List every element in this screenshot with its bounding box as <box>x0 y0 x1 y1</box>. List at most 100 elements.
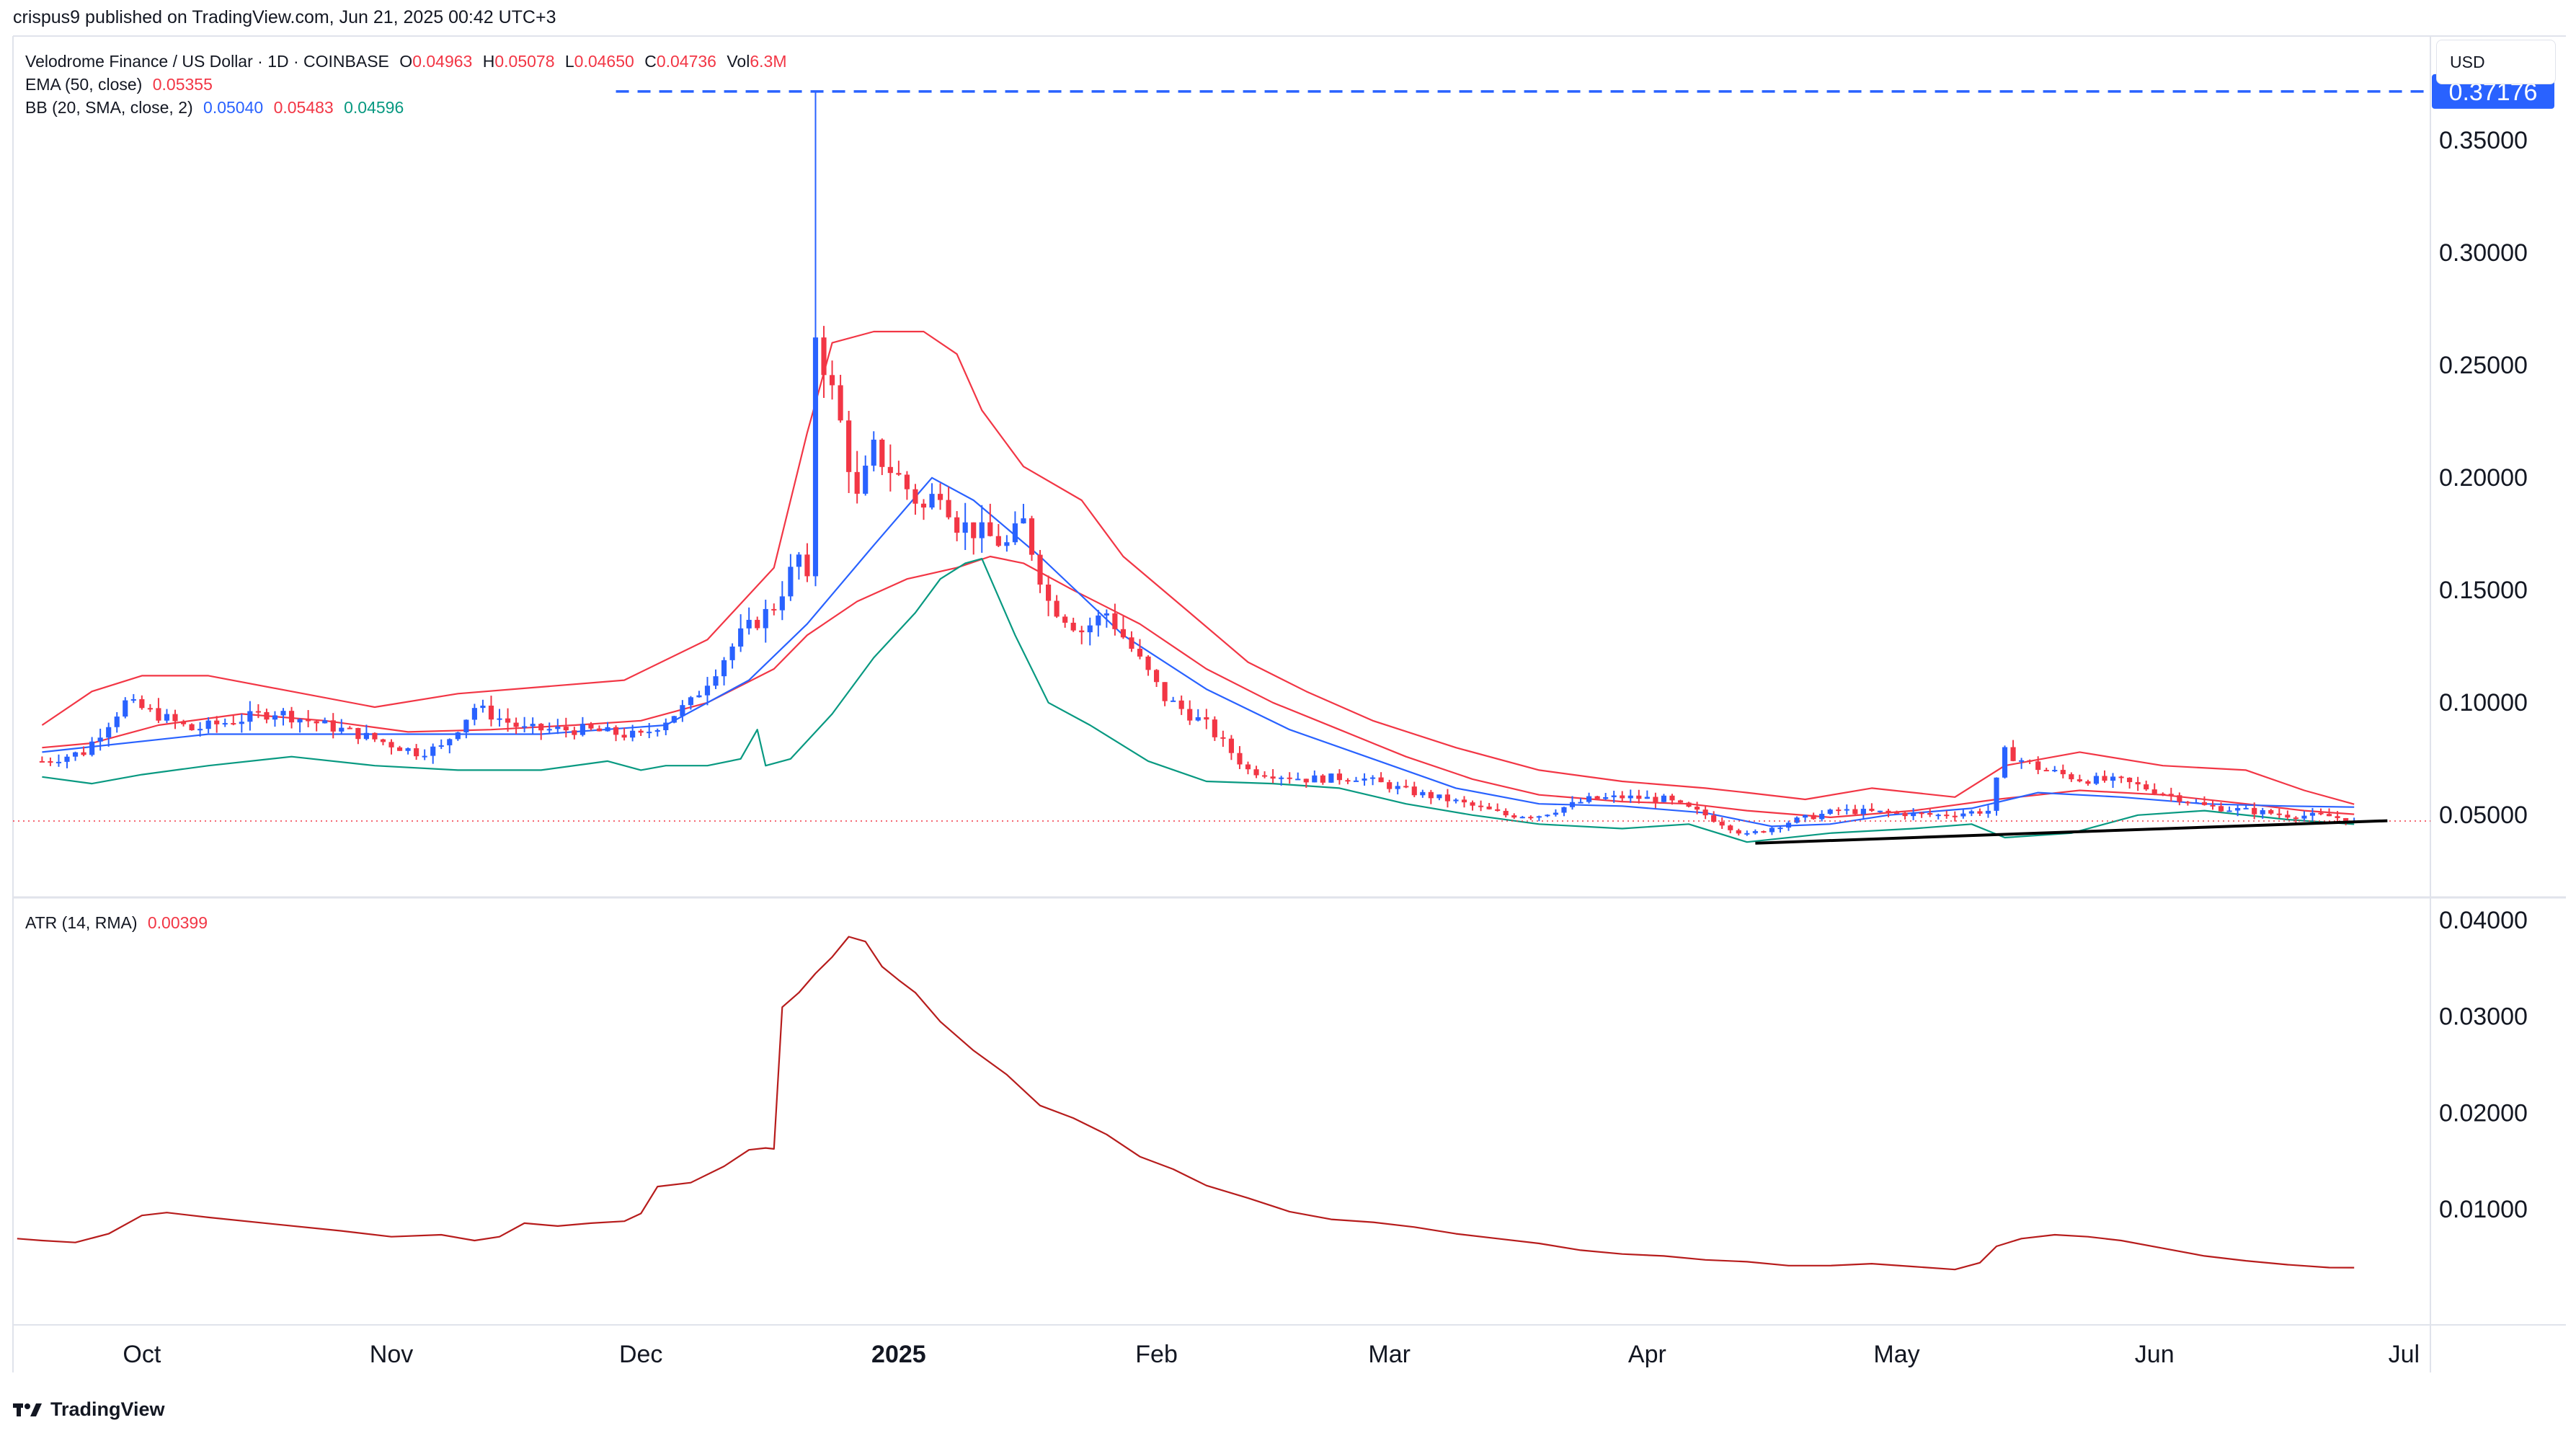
candle-body <box>2335 816 2340 818</box>
candle-body <box>72 752 79 757</box>
currency-button[interactable]: USD <box>2436 40 2556 84</box>
bb-legend[interactable]: BB (20, SMA, close, 2) 0.05040 0.05483 0… <box>25 98 404 117</box>
candle-body <box>763 608 768 629</box>
atr-tick-label: 0.04000 <box>2439 907 2528 934</box>
candle-body <box>1287 777 1292 779</box>
candle-body <box>605 727 610 732</box>
candle-body <box>1345 780 1351 782</box>
candle-body <box>1711 815 1717 822</box>
candle-body <box>2293 817 2299 820</box>
candle-body <box>1860 808 1866 815</box>
candle-body <box>2077 779 2082 781</box>
candle-body <box>555 727 561 729</box>
candle-body <box>1328 773 1334 783</box>
time-tick-label: Jun <box>2135 1341 2175 1368</box>
candle-body <box>2193 802 2199 804</box>
candle-body <box>1153 670 1160 683</box>
time-tick-label: Feb <box>1135 1341 1178 1368</box>
candle-body <box>1769 828 1775 833</box>
candle-body <box>64 756 70 762</box>
candle-body <box>1594 796 1600 799</box>
candle-body <box>1270 776 1276 779</box>
candle-body <box>929 494 935 508</box>
candle-body <box>1362 778 1367 781</box>
bb-upper-line <box>41 330 2355 805</box>
bb-label: BB (20, SMA, close, 2) <box>25 98 193 117</box>
candle-body <box>1744 833 1750 835</box>
ema-legend[interactable]: EMA (50, close) 0.05355 <box>25 75 213 94</box>
candle-body <box>1253 769 1259 776</box>
candle-body <box>1661 795 1667 802</box>
candle-body <box>1503 810 1509 816</box>
volume-value: 6.3M <box>750 52 787 71</box>
candle-body <box>1120 629 1126 638</box>
price-tick-label: 0.05000 <box>2439 802 2528 829</box>
candle-body <box>89 741 95 755</box>
candle-body <box>1045 584 1052 601</box>
high-label: H <box>482 52 495 71</box>
candle-body <box>197 729 203 731</box>
candle-body <box>2210 804 2216 807</box>
atr-tick-label: 0.03000 <box>2439 1003 2528 1031</box>
candle-body <box>2252 807 2257 815</box>
candle-body <box>729 646 735 660</box>
bb-lower-value: 0.04596 <box>344 98 404 117</box>
time-tick-label: Dec <box>619 1341 662 1368</box>
atr-legend[interactable]: ATR (14, RMA) 0.00399 <box>25 913 208 933</box>
time-tick-label: 2025 <box>871 1341 926 1368</box>
candle-body <box>272 715 278 720</box>
candle-body <box>1303 778 1309 783</box>
candle-body <box>2035 761 2041 771</box>
candle-body <box>812 337 819 577</box>
candle-body <box>530 724 536 727</box>
candle-body <box>1794 817 1800 823</box>
candle-body <box>2002 747 2008 778</box>
candle-body <box>1411 786 1417 796</box>
candle-body <box>1145 656 1151 670</box>
candle-body <box>1245 764 1251 770</box>
candle-body <box>1627 795 1633 799</box>
candle-body <box>1911 812 1917 817</box>
symbol-legend[interactable]: Velodrome Finance / US Dollar · 1D · COI… <box>25 52 786 71</box>
candle-body <box>2201 802 2208 805</box>
candle-body <box>1677 800 1684 803</box>
candle-body <box>1062 616 1068 623</box>
price-tick-label: 0.35000 <box>2439 127 2528 154</box>
brand-label: TradingView <box>50 1398 165 1420</box>
candle-body <box>455 732 461 740</box>
candle-body <box>1686 802 1692 807</box>
candle-body <box>2027 760 2033 762</box>
candle-body <box>1029 518 1035 555</box>
close-value: 0.04736 <box>656 52 716 71</box>
candle-body <box>55 761 62 763</box>
candle-body <box>1171 700 1176 702</box>
candle-body <box>871 439 876 466</box>
candle-body <box>1886 810 1891 812</box>
candle-body <box>2118 776 2124 778</box>
atr-line <box>17 936 2355 1271</box>
bb-basis-line <box>42 555 2355 819</box>
close-label: C <box>644 52 657 71</box>
candle-body <box>2185 802 2190 804</box>
candle-body <box>1536 816 1542 818</box>
candle-body <box>1893 812 1900 814</box>
candle-body <box>1919 812 1924 815</box>
candle-body <box>796 554 801 567</box>
candle-body <box>1444 794 1451 802</box>
candle-body <box>2043 770 2049 772</box>
candle-body <box>264 711 270 720</box>
candle-body <box>222 723 228 725</box>
candle-body <box>2260 809 2265 815</box>
candle-body <box>39 760 45 763</box>
candle-body <box>1195 717 1201 721</box>
candle-body <box>1836 809 1842 812</box>
candle-body <box>1511 815 1517 818</box>
candle-body <box>920 503 927 508</box>
candle-body <box>2235 807 2241 811</box>
ema-value: 0.05355 <box>152 75 213 94</box>
candle-body <box>1620 795 1625 799</box>
candle-body <box>1561 807 1567 813</box>
candle-body <box>1736 830 1741 834</box>
candle-body <box>205 720 211 729</box>
